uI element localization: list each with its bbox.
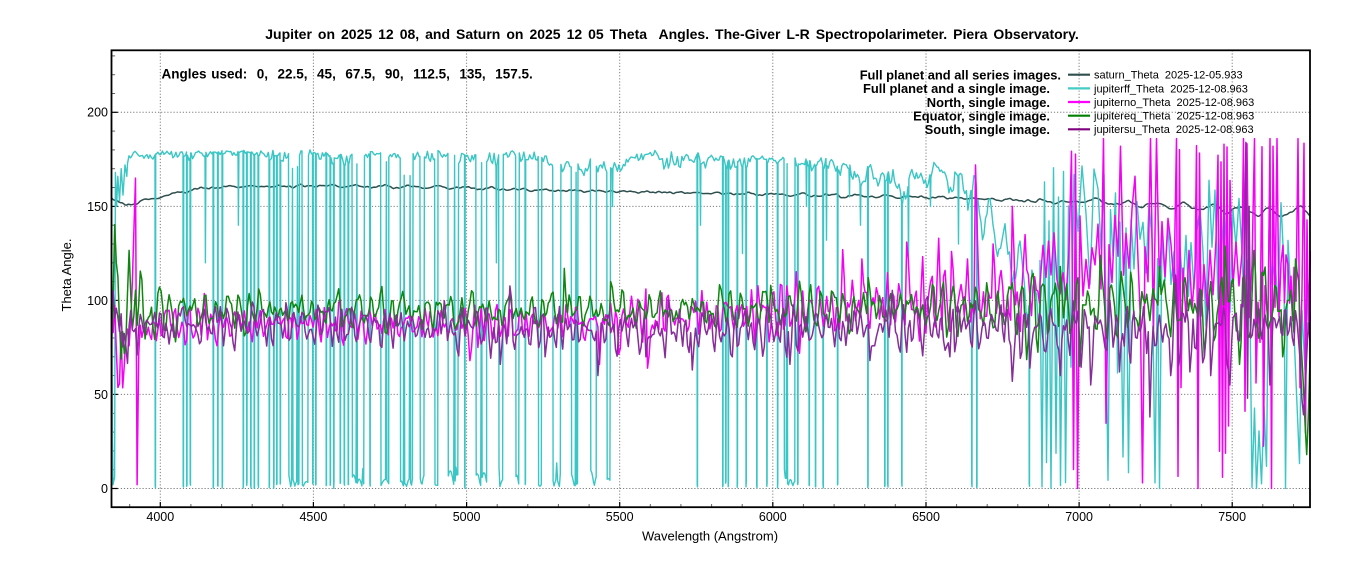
svg-text:100: 100 [87, 294, 108, 308]
svg-text:Full planet and all series ima: Full planet and all series images. [860, 68, 1061, 83]
svg-text:0: 0 [101, 482, 108, 496]
svg-text:200: 200 [87, 106, 108, 120]
svg-text:Equator, single image.: Equator, single image. [913, 109, 1050, 124]
svg-text:Angles used: 0, 22.5, 45,: Angles used: 0, 22.5, 45, 67.5, 90, 112.… [162, 67, 533, 82]
svg-text:Full planet and a single image: Full planet and a single image. [863, 81, 1050, 96]
svg-text:jupiterno_Theta 2025-12-08.96: jupiterno_Theta 2025-12-08.963 [1093, 97, 1254, 109]
svg-text:50: 50 [94, 388, 108, 402]
svg-text:jupitersu_Theta 2025-12-08.96: jupitersu_Theta 2025-12-08.963 [1093, 124, 1254, 136]
svg-text:Theta Angle.: Theta Angle. [59, 239, 74, 312]
svg-text:South, single image.: South, single image. [925, 122, 1050, 137]
svg-text:Jupiter on 2025 12 08, and Sat: Jupiter on 2025 12 08, and Saturn on 202… [265, 26, 1079, 42]
svg-text:5000: 5000 [453, 510, 481, 524]
svg-text:jupiterff_Theta 2025-12-08.96: jupiterff_Theta 2025-12-08.963 [1093, 83, 1248, 95]
svg-text:saturn_Theta 2025-12-05.933: saturn_Theta 2025-12-05.933 [1094, 70, 1243, 82]
svg-text:7000: 7000 [1065, 510, 1093, 524]
svg-text:5500: 5500 [606, 510, 634, 524]
svg-text:4500: 4500 [299, 510, 327, 524]
svg-text:Wavelength (Angstrom): Wavelength (Angstrom) [642, 529, 778, 544]
svg-text:6000: 6000 [759, 510, 787, 524]
svg-text:4000: 4000 [146, 510, 174, 524]
svg-text:6500: 6500 [912, 510, 940, 524]
svg-text:7500: 7500 [1218, 510, 1246, 524]
svg-text:150: 150 [87, 200, 108, 214]
svg-text:jupitereq_Theta 2025-12-08.96: jupitereq_Theta 2025-12-08.963 [1093, 111, 1254, 123]
svg-text:North, single image.: North, single image. [927, 95, 1050, 110]
